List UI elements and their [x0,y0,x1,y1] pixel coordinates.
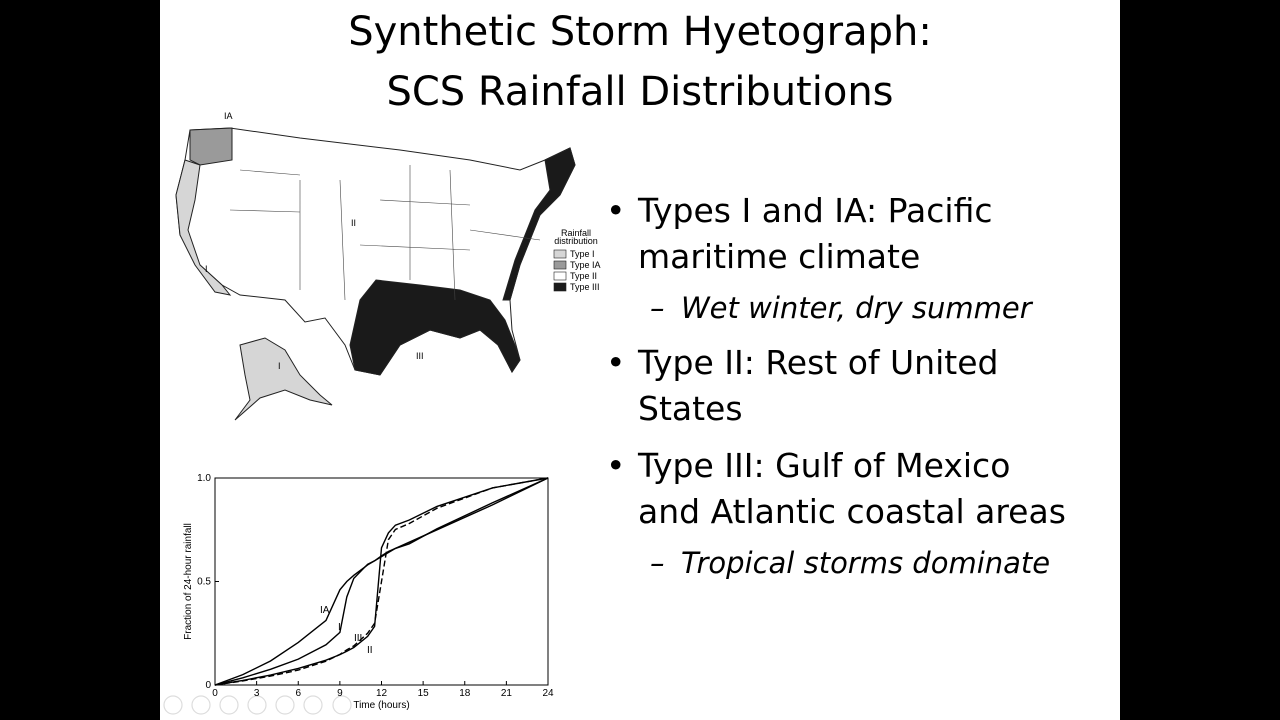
legend-label: Type III [570,282,600,292]
sub-bullet-text: Tropical storms dominate [681,546,1050,580]
sub-dash: – [650,546,665,580]
x-tick-label: 9 [337,688,343,699]
legend-label: Type IA [570,260,601,270]
x-tick-label: 12 [376,688,388,699]
y-tick-label: 0 [205,680,211,691]
legend-title: distribution [554,236,598,246]
legend-title: Rainfall [561,228,591,238]
bullet-text: and Atlantic coastal areas [638,492,1066,531]
curve-label: I [338,622,341,633]
bullet-text: Types I and IA: Pacific [637,191,993,230]
region-label: IA [224,111,233,121]
curve-label: IA [320,605,330,616]
region-label: I [205,264,208,274]
region-label: III [416,351,424,361]
x-tick-label: 15 [418,688,430,699]
chart-panel [175,470,560,710]
rainfall-curve [214,477,549,686]
y-tick-label: 0.5 [197,577,211,588]
slideshow-controls [163,695,352,715]
us-map [175,127,576,421]
rainfall-curve [214,477,549,686]
legend-label: Type II [570,271,597,281]
legend-swatch [553,249,567,259]
bullet-dot: • [606,343,625,382]
region-label: I [278,361,281,371]
rainfall-curve [214,477,549,686]
x-axis-label: Time (hours) [353,700,409,711]
bullet-text: Type III: Gulf of Mexico [637,446,1010,485]
x-tick-label: 24 [542,688,554,699]
bullet-text: maritime climate [638,237,920,276]
slide-title: Synthetic Storm Hyetograph: [348,9,932,55]
x-tick-label: 21 [501,688,513,699]
curve-label: II [367,645,373,656]
legend-swatch [553,260,567,270]
y-tick-label: 1.0 [197,473,211,484]
sub-dash: – [650,291,665,325]
x-tick-label: 6 [295,688,301,699]
slide-title: SCS Rainfall Distributions [386,69,893,115]
region-label: II [351,218,356,228]
x-tick-label: 18 [459,688,471,699]
x-tick-label: 3 [254,688,260,699]
bullet-dot: • [606,446,625,485]
bullet-text: States [638,389,743,428]
y-axis-label: Fraction of 24-hour rainfall [183,523,194,640]
legend-label: Type I [570,249,595,259]
bullet-dot: • [606,191,625,230]
x-tick-label: 0 [212,688,218,699]
legend-swatch [553,282,567,292]
legend-swatch [553,271,567,281]
bullet-text: Type II: Rest of United [637,343,998,382]
sub-bullet-text: Wet winter, dry summer [681,291,1034,325]
curve-label: III [354,633,362,644]
